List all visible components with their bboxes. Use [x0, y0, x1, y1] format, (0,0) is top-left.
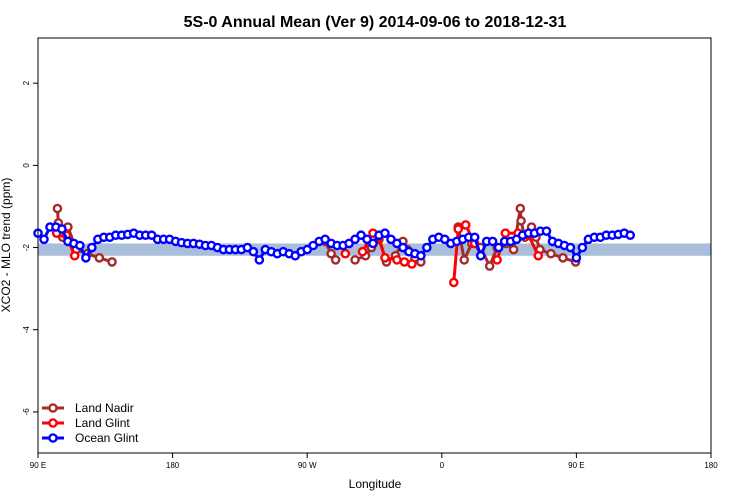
series-ocean-glint [33, 222, 636, 265]
x-tick-label: 0 [440, 461, 445, 470]
data-point [57, 224, 67, 234]
data-point [625, 230, 636, 241]
data-point [94, 253, 105, 263]
data-point [558, 253, 568, 263]
data-point [254, 255, 265, 265]
data-point [350, 255, 360, 265]
y-axis: 2 0 -2 -4 -6 [22, 80, 38, 415]
data-point [87, 242, 97, 253]
data-point [487, 236, 498, 247]
data-point [416, 250, 426, 261]
data-point [533, 250, 544, 261]
data-point [571, 253, 582, 263]
data-point [407, 259, 417, 269]
data-point [459, 255, 470, 265]
legend-marker [48, 418, 58, 428]
y-tick-label: -6 [22, 408, 31, 416]
data-point [492, 255, 502, 265]
x-tick-label: 180 [166, 461, 180, 470]
data-point [248, 246, 259, 257]
data-point [541, 226, 552, 236]
legend-label: Ocean Glint [75, 431, 139, 445]
data-point [422, 242, 432, 253]
data-point [380, 228, 390, 238]
data-point [484, 261, 495, 271]
legend-label: Land Glint [75, 416, 130, 430]
data-point [460, 220, 471, 230]
data-point [75, 240, 85, 251]
legend-marker [48, 403, 58, 413]
data-point [546, 248, 556, 259]
data-point [577, 242, 588, 253]
data-point [516, 216, 526, 226]
x-tick-label: 90 E [568, 461, 584, 470]
legend-label: Land Nadir [75, 401, 134, 415]
data-point [399, 257, 410, 267]
y-tick-label: -2 [22, 243, 31, 251]
x-axis-label: Longitude [349, 477, 402, 491]
data-point [508, 244, 519, 255]
data-point [357, 246, 368, 257]
legend-item: Ocean Glint [42, 431, 139, 445]
legend-item: Land Nadir [42, 401, 134, 415]
legend-item: Land Glint [42, 416, 130, 430]
y-axis-label: XCO2 - MLO trend (ppm) [0, 178, 13, 313]
data-point [52, 203, 63, 214]
plot-frame [37, 37, 712, 454]
chart-title: 5S-0 Annual Mean (Ver 9) 2014-09-06 to 2… [184, 14, 567, 31]
x-tick-label: 90 E [30, 461, 46, 470]
y-tick-label: 2 [22, 80, 31, 85]
x-axis: 90 E 180 90 W 0 90 E 180 [30, 453, 718, 470]
data-point [368, 238, 378, 249]
data-point [380, 253, 390, 263]
y-tick-label: -4 [22, 326, 31, 334]
data-point [448, 277, 459, 288]
data-point [39, 234, 49, 245]
data-point [326, 248, 336, 259]
data-point [565, 242, 576, 253]
plot-area [33, 37, 712, 454]
series-layer [33, 203, 636, 288]
data-point [69, 250, 80, 261]
data-point [107, 257, 117, 267]
data-point [515, 203, 526, 214]
x-tick-label: 180 [704, 461, 718, 470]
data-point [500, 228, 511, 238]
data-point [469, 232, 480, 243]
data-point [392, 255, 402, 265]
data-point [81, 253, 91, 263]
data-point [493, 242, 504, 253]
data-point [453, 224, 464, 234]
x-tick-label: 90 W [298, 461, 317, 470]
data-point [330, 255, 341, 265]
data-point [475, 250, 486, 261]
data-point [340, 248, 351, 259]
y-tick-label: 0 [22, 163, 31, 168]
legend-marker [48, 433, 58, 443]
